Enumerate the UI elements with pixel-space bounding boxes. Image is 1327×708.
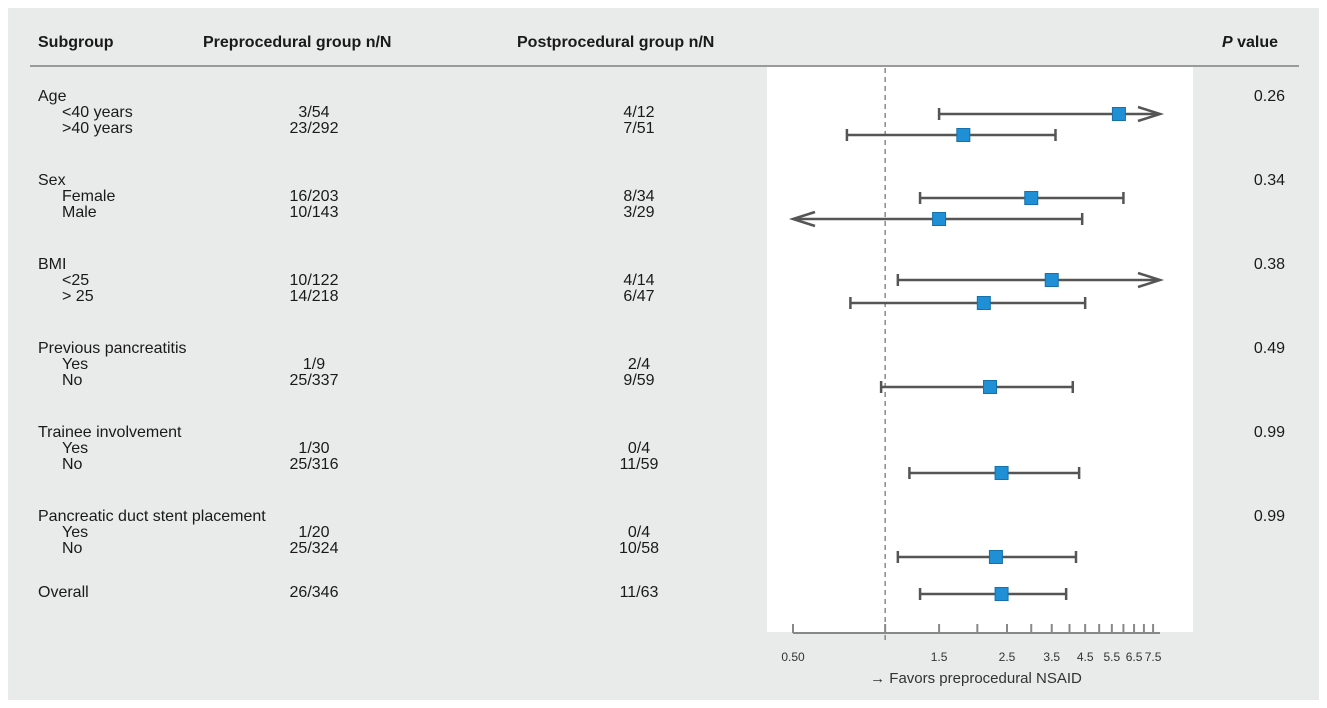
post-count: 6/47: [623, 288, 655, 305]
p-value: 0.34: [1253, 172, 1285, 189]
ci-arrow-low: [788, 210, 816, 228]
pre-count: 1/20: [298, 524, 330, 541]
x-axis-label: → Favors preprocedural NSAID: [870, 670, 1082, 687]
forest-plot-area: [767, 66, 1193, 632]
pre-count: 3/54: [298, 104, 330, 121]
post-count: 8/34: [623, 188, 655, 205]
row-label: <40 years: [62, 104, 133, 121]
post-count: 4/12: [623, 104, 655, 121]
post-count: 9/59: [623, 372, 655, 389]
post-count: 11/63: [619, 584, 659, 601]
point-estimate-marker: [1044, 273, 1059, 287]
point-estimate-marker: [983, 380, 998, 394]
row-label: Yes: [62, 524, 89, 541]
group-label: Pancreatic duct stent placement: [38, 508, 266, 525]
header-p-value: P value: [1222, 34, 1278, 52]
x-tick-label: 4.5: [1077, 650, 1094, 664]
group-label: Age: [38, 88, 67, 105]
pre-count: 10/122: [289, 272, 339, 289]
pre-count: 25/316: [289, 456, 339, 473]
point-estimate-marker: [932, 212, 947, 226]
post-count: 3/29: [623, 204, 655, 221]
post-count: 7/51: [623, 120, 655, 137]
pre-count: 10/143: [289, 204, 339, 221]
x-tick-label: 3.5: [1043, 650, 1060, 664]
x-tick-label: 7.5: [1145, 650, 1162, 664]
pre-count: 23/292: [289, 120, 339, 137]
row-label: Yes: [62, 440, 89, 457]
x-tick-label: 2.5: [999, 650, 1016, 664]
post-count: 2/4: [627, 356, 651, 373]
pre-count: 25/337: [289, 372, 339, 389]
point-estimate-marker: [976, 296, 991, 310]
point-estimate-marker: [1024, 191, 1039, 205]
ci-arrow-high: [1137, 271, 1165, 289]
x-tick-label: 1.5: [931, 650, 948, 664]
pre-count: 1/30: [298, 440, 330, 457]
row-label: Yes: [62, 356, 89, 373]
row-label: > 25: [62, 288, 94, 305]
p-value: 0.99: [1253, 424, 1285, 441]
x-tick-label: 5.5: [1104, 650, 1121, 664]
group-label: Sex: [38, 172, 66, 189]
p-value: 0.38: [1253, 256, 1285, 273]
pre-count: 25/324: [289, 540, 339, 557]
ci-arrow-high: [1137, 105, 1165, 123]
group-label: BMI: [38, 256, 67, 273]
pre-count: 1/9: [302, 356, 326, 373]
header-rule: [30, 65, 1299, 67]
post-count: 0/4: [627, 524, 651, 541]
row-label: <25: [62, 272, 90, 289]
x-tick-label: 6.5: [1126, 650, 1143, 664]
row-label: No: [62, 456, 83, 473]
pre-count: 26/346: [289, 584, 339, 601]
group-label: Previous pancreatitis: [38, 340, 187, 357]
p-value: 0.99: [1253, 508, 1285, 525]
point-estimate-marker: [994, 466, 1009, 480]
post-count: 4/14: [623, 272, 655, 289]
point-estimate-marker: [988, 550, 1003, 564]
point-estimate-marker: [956, 128, 971, 142]
group-label: Trainee involvement: [38, 424, 182, 441]
pre-count: 14/218: [289, 288, 339, 305]
pre-count: 16/203: [289, 188, 339, 205]
header-preprocedural: Preprocedural group n/N: [203, 34, 392, 51]
header-subgroup: Subgroup: [38, 34, 114, 51]
row-label: Female: [62, 188, 116, 205]
post-count: 0/4: [627, 440, 651, 457]
header-p-italic: P: [1222, 34, 1233, 51]
row-label: Male: [62, 204, 97, 221]
row-label: No: [62, 372, 83, 389]
header-postprocedural: Postprocedural group n/N: [517, 34, 715, 51]
header-p-rest: value: [1232, 34, 1279, 51]
row-label: >40 years: [62, 120, 133, 137]
post-count: 11/59: [619, 456, 659, 473]
p-value: 0.26: [1253, 88, 1285, 105]
post-count: 10/58: [618, 540, 660, 557]
x-tick-label: 0.50: [781, 650, 805, 664]
row-label: No: [62, 540, 83, 557]
p-value: 0.49: [1253, 340, 1285, 357]
point-estimate-marker: [994, 587, 1009, 601]
point-estimate-marker: [1111, 107, 1126, 121]
row-label: Overall: [38, 584, 89, 601]
